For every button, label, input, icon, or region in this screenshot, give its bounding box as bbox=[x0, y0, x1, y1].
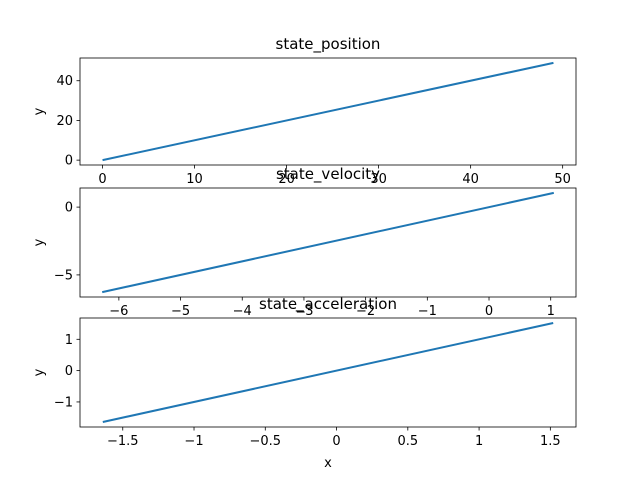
y-axis-label: y bbox=[32, 238, 47, 246]
subplot-title: state_velocity bbox=[276, 165, 380, 184]
x-tick-label: 0 bbox=[485, 304, 493, 319]
x-tick-label: 1 bbox=[475, 434, 483, 449]
x-tick-label: 1.5 bbox=[540, 434, 561, 449]
y-tick-label: −5 bbox=[54, 268, 73, 283]
axes-frame bbox=[79, 317, 577, 428]
y-axis-label: y bbox=[32, 368, 47, 376]
y-tick-label: 20 bbox=[56, 114, 73, 129]
x-tick-label: 10 bbox=[186, 172, 203, 187]
y-tick-label: 0 bbox=[65, 364, 73, 379]
x-tick-label: −4 bbox=[233, 304, 252, 319]
x-tick-label: −2 bbox=[356, 304, 375, 319]
x-tick-label: 0 bbox=[98, 172, 106, 187]
subplot-title: state_position bbox=[276, 35, 381, 54]
y-tick-label: 0 bbox=[65, 201, 73, 216]
y-axis-label: y bbox=[32, 107, 47, 115]
x-tick-label: −3 bbox=[294, 304, 313, 319]
series-line bbox=[102, 61, 554, 162]
subplot-1: 0 10 20 30 40 50 0 20 40 y state_position bbox=[32, 35, 577, 187]
x-tick-label: 0.5 bbox=[397, 434, 418, 449]
subplot-title: state_acceleration bbox=[259, 295, 397, 314]
x-tick-label: −0.5 bbox=[249, 434, 281, 449]
series-line bbox=[102, 322, 554, 423]
series-line bbox=[101, 191, 555, 294]
axes-frame bbox=[79, 57, 577, 166]
x-tick-label: −5 bbox=[171, 304, 190, 319]
subplot-2: −6 −5 −4 −3 −2 −1 0 1 −5 0 y state_velocity bbox=[32, 165, 577, 319]
y-tick-label: 40 bbox=[56, 74, 73, 89]
y-tick-label: 0 bbox=[65, 154, 73, 169]
x-tick-label: −1 bbox=[418, 304, 437, 319]
x-tick-label: −1 bbox=[184, 434, 203, 449]
x-tick-label: 50 bbox=[554, 172, 571, 187]
subplot-3: −1.5 −1 −0.5 0 0.5 1 1.5 −1 0 1 y x state_accelerati… bbox=[32, 295, 577, 471]
x-tick-label: 0 bbox=[332, 434, 340, 449]
x-tick-label: −1.5 bbox=[107, 434, 139, 449]
x-tick-label: 40 bbox=[462, 172, 479, 187]
x-tick-label: 1 bbox=[547, 304, 555, 319]
x-tick-label: 30 bbox=[370, 172, 387, 187]
x-axis-label: x bbox=[324, 456, 332, 471]
x-tick-label: 20 bbox=[278, 172, 295, 187]
y-tick-label: 1 bbox=[65, 333, 73, 348]
axes-frame bbox=[79, 187, 577, 298]
y-tick-label: −1 bbox=[54, 395, 73, 410]
x-tick-label: −6 bbox=[109, 304, 128, 319]
